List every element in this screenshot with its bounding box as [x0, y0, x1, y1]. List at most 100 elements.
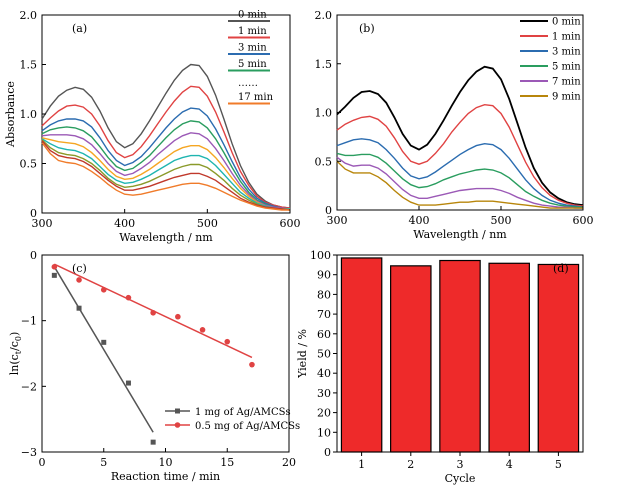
panel-c-data-point-square [101, 339, 107, 345]
panel-b-legend-label: 1 min [552, 32, 581, 43]
panel-a-spectrum-line-8 [41, 140, 291, 211]
panel-a-x-tick-label: 400 [114, 217, 135, 230]
panel-b-legend-label: 9 min [552, 92, 581, 103]
panel-d-x-tick-label: 5 [555, 458, 562, 471]
panel-d-y-tick-label: 30 [317, 387, 331, 400]
panel-a-y-tick-label: 0.5 [20, 158, 38, 171]
panel-d-x-axis-title: Cycle [445, 472, 476, 485]
panel-a-spectrum-line-6 [41, 138, 290, 210]
panel-a-label: (a) [72, 22, 87, 35]
panel-b-y-tick-label: 2.0 [315, 9, 333, 22]
panel-d-y-tick-label: 100 [310, 249, 331, 262]
panel-a-spectrum-line-0 [41, 63, 291, 209]
panel-d-bar-cycle-2 [390, 265, 432, 453]
panel-b-y-tick-label: 0 [325, 204, 332, 217]
panel-d-x-tick-label: 2 [407, 458, 414, 471]
panel-c-y-axis-title-part: ) [8, 332, 21, 336]
panel-c-data-point-circle [249, 361, 255, 368]
panel-c-y-tick-label: 0 [30, 249, 37, 262]
panel-c-data-point-circle [125, 294, 132, 301]
panel-c-y-tick-label: −1 [21, 315, 37, 328]
panel-c-y-axis-title: ln(ct/c0) [8, 332, 23, 376]
panel-c-y-tick-label: −3 [21, 446, 37, 459]
panel-b-legend-label: 5 min [552, 62, 581, 73]
panel-c-legend-label: 0.5 mg of Ag/AMCSs [195, 421, 300, 432]
panel-b-spectrum-line-3 [336, 152, 583, 208]
panel-c-fit-line-0 [53, 266, 154, 433]
panel-c-x-tick-label: 0 [39, 456, 46, 469]
panel-c-x-tick-label: 15 [220, 456, 234, 469]
panel-a-legend-label: 1 min [238, 26, 267, 37]
panel-b-spectrum-line-5 [336, 160, 583, 209]
panel-c-x-tick-label: 5 [100, 456, 107, 469]
panel-a-spectrum-line-1 [41, 85, 291, 209]
panel-c-kinetics-plot: 0 5 10 15 20 −3 −2 −1 0 (c) Reaction time / min ln(… [8, 249, 300, 483]
panel-c-x-axis-title: Reaction time / min [111, 470, 220, 483]
panel-c-y-axis-title-subscript: t [14, 350, 23, 354]
panel-d-x-tick-label: 1 [358, 458, 365, 471]
panel-b-label: (b) [359, 22, 375, 35]
panel-a-legend-label: 0 min [238, 10, 267, 21]
panel-c-y-axis-title-part: ln(c [8, 354, 21, 375]
panel-b-x-tick-label: 400 [409, 214, 430, 227]
panel-a-y-tick-label: 0 [30, 207, 37, 220]
panel-b-x-tick-label: 300 [327, 214, 348, 227]
panel-d-y-tick-label: 40 [317, 367, 331, 380]
panel-c-data-point-circle [100, 287, 107, 293]
panel-c-data-point-circle [199, 327, 206, 333]
panel-d-y-tick-label: 50 [317, 348, 331, 361]
panel-a-spectrum-line-2 [41, 107, 291, 210]
panel-b-x-tick-label: 500 [491, 214, 512, 227]
panel-a-spectrum-line-7 [41, 139, 291, 211]
panel-c-y-axis-title-part: /c [8, 341, 21, 351]
panel-a-x-tick-label: 600 [280, 217, 301, 230]
panel-d-x-tick-label: 4 [506, 458, 513, 471]
panel-b-spectrum-line-1 [336, 103, 584, 207]
panel-d-label: (d) [553, 262, 569, 275]
panel-a-y-axis-title: Absorbance [4, 81, 17, 148]
panel-b-absorbance-spectra: 300 400 500 600 0 0.5 1.0 1.5 2.0 (b) Wavelength /… [315, 9, 594, 241]
panel-a-spectrum-line-9 [41, 142, 290, 211]
panel-a-y-tick-label: 1.5 [20, 59, 38, 72]
panel-a-legend-ellipsis: …… [238, 78, 258, 89]
panel-d-bar-cycle-5 [537, 263, 580, 453]
panel-d-y-tick-label: 0 [324, 446, 331, 459]
panel-a-x-tick-label: 500 [197, 217, 218, 230]
panel-b-y-tick-label: 0.5 [315, 155, 333, 168]
panel-b-legend-label: 7 min [552, 77, 581, 88]
panel-b-x-axis-title: Wavelength / nm [413, 228, 507, 241]
panel-a-x-tick-label: 300 [32, 217, 53, 230]
panel-b-y-tick-label: 1.0 [315, 107, 333, 120]
panel-c-data-point-circle [224, 338, 231, 345]
panel-d-x-tick-label: 3 [457, 458, 464, 471]
panel-c-data-point-square [125, 380, 131, 386]
panel-b-spectrum-line-4 [336, 156, 583, 209]
panel-b-spectrum-line-0 [336, 65, 584, 206]
panel-c-x-tick-label: 10 [159, 456, 173, 469]
panel-c-y-axis-title-subscript: 0 [14, 336, 23, 341]
panel-a-absorbance-spectra: 300 400 500 600 0 0.5 1.0 1.5 2.0 (a) Wavelength /… [4, 9, 301, 244]
panel-b-spectrum-line-2 [336, 138, 584, 208]
panel-c-legend-label: 1 mg of Ag/AMCSs [195, 407, 291, 418]
panel-a-x-axis-title: Wavelength / nm [119, 231, 213, 244]
panel-b-plot-frame [336, 14, 584, 211]
panel-d-y-axis-title: Yield / % [296, 329, 309, 379]
panel-c-data-point-circle [76, 277, 82, 283]
panel-c-data-point-square [51, 272, 57, 278]
panel-c-data-point-square [150, 439, 156, 445]
panel-a-legend-label: 3 min [238, 43, 267, 54]
panel-d-y-tick-label: 70 [317, 308, 331, 321]
panel-a-legend-label: 5 min [238, 59, 267, 70]
panel-d-bar-cycle-3 [439, 259, 481, 453]
panel-c-legend-marker [174, 422, 181, 428]
panel-d-y-tick-label: 20 [317, 407, 331, 420]
panel-b-x-tick-label: 600 [573, 214, 594, 227]
panel-d-y-tick-label: 60 [317, 328, 331, 341]
panel-d-y-tick-label: 80 [317, 288, 331, 301]
panel-c-data-point-circle [51, 264, 58, 270]
panel-b-legend-label: 3 min [552, 47, 581, 58]
panel-d-bar-cycle-1 [340, 257, 383, 453]
panel-b-y-tick-label: 1.5 [315, 58, 333, 71]
panel-c-data-point-circle [150, 309, 156, 316]
panel-d-bar-cycle-4 [488, 262, 530, 453]
